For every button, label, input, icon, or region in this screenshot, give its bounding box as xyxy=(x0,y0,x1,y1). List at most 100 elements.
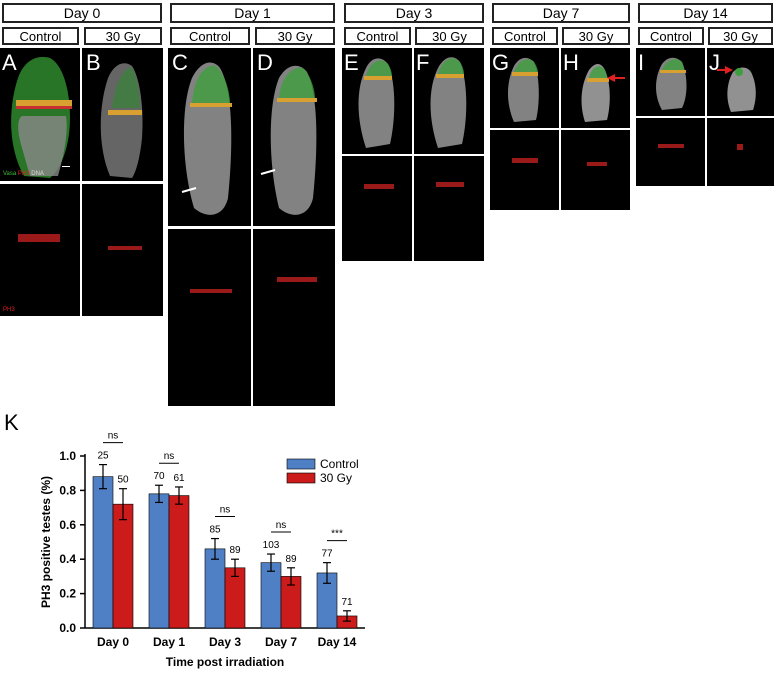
ph3-image-j xyxy=(737,144,743,150)
significance-label: ns xyxy=(108,431,119,442)
panel-j-merged: J xyxy=(707,48,774,116)
panel-d-ph3 xyxy=(253,229,335,406)
dna-legend-label: DNA xyxy=(31,171,44,177)
panel-label-a: A xyxy=(2,50,17,75)
y-tick-label: 0.4 xyxy=(59,552,76,566)
testis-image-d xyxy=(260,65,317,215)
sample-size-label: 89 xyxy=(229,545,241,556)
panel-label-g: G xyxy=(492,50,510,75)
panel-label-e: E xyxy=(344,50,359,75)
panel-i-ph3 xyxy=(636,118,705,186)
irradiated-header-day14: 30 Gy xyxy=(708,27,773,45)
control-header-day1: Control xyxy=(170,27,250,45)
panel-d-merged: D xyxy=(253,48,335,226)
ph3-legend-label: PH3 xyxy=(17,171,30,177)
panel-label-c: C xyxy=(172,50,188,75)
ph3-bar-chart: 0.0 0.2 0.4 0.6 0.8 1.0 PH3 positive testes (%… xyxy=(39,431,365,669)
ph3-image-e xyxy=(364,184,394,189)
x-tick-label: Day 14 xyxy=(318,635,357,649)
testis-image-i xyxy=(656,57,687,110)
x-tick-label: Day 0 xyxy=(97,635,129,649)
panel-g-ph3 xyxy=(490,130,559,210)
panel-label-k: K xyxy=(4,410,19,435)
bar-30gy xyxy=(112,503,134,629)
ph3-image-g xyxy=(512,158,538,163)
sample-size-label: 89 xyxy=(285,554,297,565)
sample-size-label: 77 xyxy=(321,549,333,560)
panel-e-merged: E xyxy=(342,48,412,154)
bar-control xyxy=(92,476,114,629)
sample-size-label: 61 xyxy=(173,473,185,484)
bar-control xyxy=(204,548,226,629)
significance-label: *** xyxy=(331,529,343,540)
bar-control xyxy=(260,562,282,629)
legend-label-control: Control xyxy=(320,457,359,471)
legend-swatch-control xyxy=(286,458,316,470)
y-tick-label: 0.6 xyxy=(59,518,76,532)
legend-swatch-30gy xyxy=(286,472,316,484)
testis-image-b xyxy=(100,63,143,178)
panel-c-ph3 xyxy=(168,229,251,406)
panel-f-merged: F xyxy=(414,48,484,154)
significance-label: ns xyxy=(220,505,231,516)
panel-a-merged: A Vasa PH3 DNA xyxy=(0,48,80,181)
y-tick-label: 0.2 xyxy=(59,587,76,601)
panel-b-merged: B xyxy=(82,48,163,181)
panel-h-merged: H xyxy=(561,48,630,128)
panel-label-b: B xyxy=(86,50,101,75)
significance-label: ns xyxy=(276,520,287,531)
y-tick-label: 1.0 xyxy=(59,449,76,463)
testis-image-f xyxy=(430,57,467,149)
ph3-channel-label: PH3 xyxy=(3,307,15,313)
day-header-1: Day 1 xyxy=(170,3,335,23)
testis-image-g xyxy=(508,57,539,122)
ph3-image-c xyxy=(190,289,232,293)
irradiated-header-day0: 30 Gy xyxy=(84,27,162,45)
bar-control xyxy=(148,493,170,629)
sample-size-label: 85 xyxy=(209,525,221,536)
y-tick-label: 0.8 xyxy=(59,483,76,497)
panel-c-merged: C xyxy=(168,48,251,226)
vasa-legend-label: Vasa xyxy=(3,171,17,177)
sample-size-label: 103 xyxy=(263,540,280,551)
sample-size-label: 50 xyxy=(117,475,129,486)
ph3-image-f xyxy=(436,182,464,187)
significance-label: ns xyxy=(164,451,175,462)
panel-label-j: J xyxy=(709,50,720,75)
y-axis-label: PH3 positive testes (%) xyxy=(39,476,53,608)
control-header-day7: Control xyxy=(492,27,558,45)
panel-a-ph3: PH3 xyxy=(0,184,80,316)
legend-label-30gy: 30 Gy xyxy=(320,471,352,485)
irradiated-header-day1: 30 Gy xyxy=(255,27,335,45)
sample-size-label: 25 xyxy=(97,451,109,462)
x-tick-label: Day 1 xyxy=(153,635,185,649)
irradiated-header-day7: 30 Gy xyxy=(562,27,630,45)
ph3-image-h xyxy=(587,162,607,166)
y-tick-label: 0.0 xyxy=(59,621,76,635)
irradiated-header-day3: 30 Gy xyxy=(415,27,484,45)
panel-label-f: F xyxy=(416,50,430,75)
panel-i-merged: I xyxy=(636,48,705,116)
testis-image-h xyxy=(581,64,625,122)
ph3-image-b xyxy=(108,246,142,250)
control-header-day14: Control xyxy=(638,27,704,45)
x-axis-label: Time post irradiation xyxy=(166,655,284,669)
ph3-image-i xyxy=(658,144,684,148)
panel-g-merged: G xyxy=(490,48,559,128)
x-tick-label: Day 7 xyxy=(265,635,297,649)
day-header-14: Day 14 xyxy=(638,3,773,23)
bar-30gy xyxy=(168,495,190,629)
ph3-image-a xyxy=(18,234,60,242)
testis-image-e xyxy=(358,58,395,148)
panel-label-h: H xyxy=(563,50,579,75)
stain-legend: Vasa PH3 DNA xyxy=(3,171,44,178)
testis-image-j xyxy=(717,66,756,112)
panel-h-ph3 xyxy=(561,130,630,210)
day-header-3: Day 3 xyxy=(344,3,484,23)
panel-e-ph3 xyxy=(342,156,412,261)
day-header-7: Day 7 xyxy=(492,3,630,23)
x-tick-label: Day 3 xyxy=(209,635,241,649)
panel-label-d: D xyxy=(257,50,273,75)
day-header-0: Day 0 xyxy=(2,3,162,23)
panel-f-ph3 xyxy=(414,156,484,261)
